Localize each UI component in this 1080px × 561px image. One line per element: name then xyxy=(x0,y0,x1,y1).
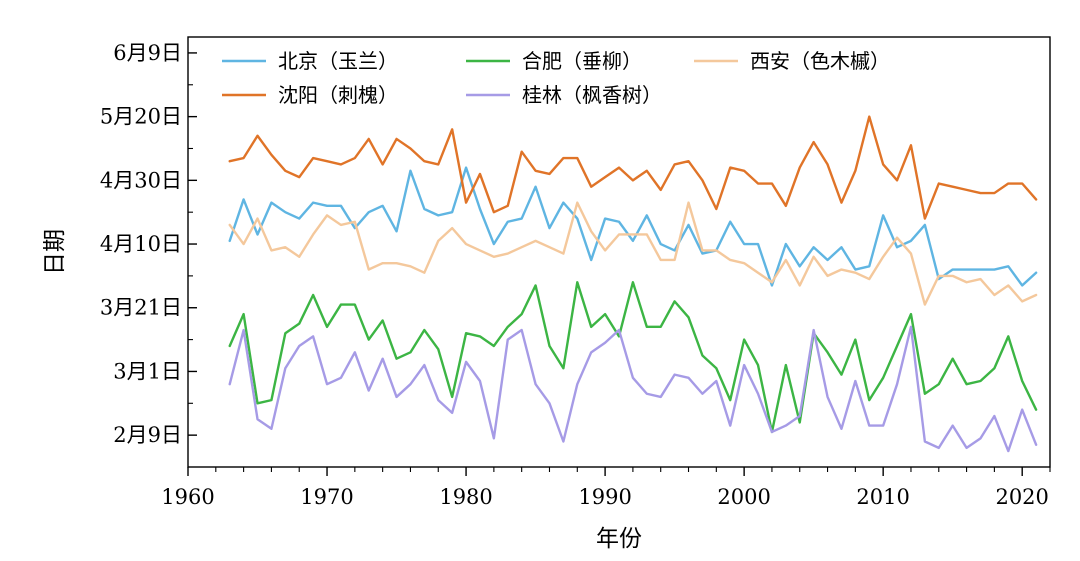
legend-label-4: 沈阳（刺槐） xyxy=(278,83,398,107)
series-lines xyxy=(228,115,1038,453)
series-line-1 xyxy=(228,166,1038,287)
y-tick-label: 4月10日 xyxy=(100,232,182,256)
legend: 北京（玉兰） 合肥（垂柳） 西安（色木槭） 沈阳（刺槐） 桂林（枫香树） xyxy=(222,49,890,107)
y-tick-label: 3月21日 xyxy=(100,296,182,320)
x-axis-title: 年份 xyxy=(596,526,642,552)
x-tick-label: 1970 xyxy=(300,485,353,509)
plot-area xyxy=(187,36,1051,468)
x-tick-label: 2000 xyxy=(717,485,770,509)
series-line-3 xyxy=(228,201,1038,306)
x-tick-label: 1960 xyxy=(161,485,214,509)
x-tick-label: 1990 xyxy=(578,485,631,509)
y-axis-title: 日期 xyxy=(42,229,68,275)
y-tick-label: 2月9日 xyxy=(113,423,182,447)
plot-frame xyxy=(187,36,1051,468)
series-line-5 xyxy=(228,325,1038,453)
y-tick-label: 4月30日 xyxy=(100,168,182,192)
legend-label-2: 合肥（垂柳） xyxy=(522,49,642,73)
x-tick-label: 2020 xyxy=(995,485,1048,509)
y-tick-label: 3月1日 xyxy=(113,359,182,383)
y-tick-label: 5月20日 xyxy=(100,105,182,129)
series-line-4 xyxy=(228,115,1038,220)
legend-label-1: 北京（玉兰） xyxy=(278,49,398,73)
legend-label-5: 桂林（枫香树） xyxy=(522,83,662,107)
y-tick-label: 6月9日 xyxy=(113,41,182,65)
axes: 1960 1970 1980 1990 2000 2010 2020 2月9日 3月1日 3月21… xyxy=(100,41,1051,509)
x-tick-label: 1980 xyxy=(439,485,492,509)
legend-label-3: 西安（色木槭） xyxy=(750,49,890,73)
x-tick-label: 2010 xyxy=(856,485,909,509)
series-line-2 xyxy=(228,281,1038,434)
